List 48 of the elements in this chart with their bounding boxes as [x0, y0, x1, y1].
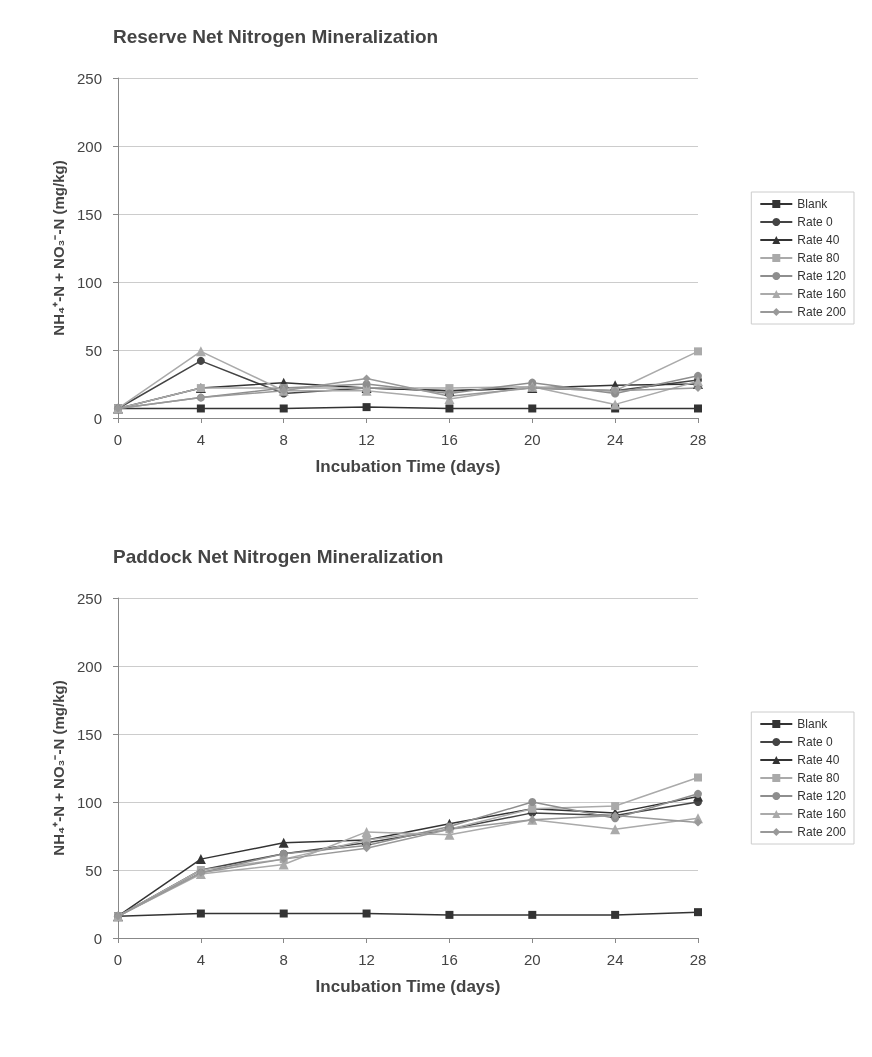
chart-title: Paddock Net Nitrogen Mineralization — [113, 546, 444, 567]
x-tick-label: 8 — [279, 431, 288, 448]
chart-title: Reserve Net Nitrogen Mineralization — [113, 26, 439, 47]
legend-label: Rate 40 — [797, 233, 840, 247]
legend-label: Rate 0 — [797, 735, 833, 749]
legend-label: Rate 0 — [797, 215, 833, 229]
legend-label: Rate 120 — [797, 269, 847, 283]
legend-label: Blank — [797, 717, 829, 731]
y-tick-label: 100 — [76, 273, 102, 291]
y-tick-label: 200 — [76, 657, 102, 675]
x-tick-label: 20 — [523, 951, 541, 968]
legend-label: Rate 80 — [797, 251, 840, 265]
y-tick-label: 150 — [76, 205, 102, 223]
legend-label: Rate 80 — [797, 771, 840, 785]
legend-label: Rate 120 — [797, 789, 847, 803]
y-tick-label: 50 — [85, 341, 102, 359]
y-tick-label: 250 — [76, 69, 102, 87]
y-tick-label: 50 — [85, 861, 102, 879]
y-tick-label: 100 — [76, 793, 102, 811]
legend-label: Rate 200 — [797, 305, 847, 319]
y-tick-label: 150 — [76, 725, 102, 743]
x-tick-label: 20 — [523, 431, 541, 448]
x-tick-label: 4 — [196, 951, 206, 968]
y-tick-label: 0 — [93, 929, 102, 947]
x-tick-label: 28 — [689, 951, 707, 968]
x-tick-label: 28 — [689, 431, 707, 448]
x-axis-title: Incubation Time (days) — [315, 977, 501, 996]
x-axis-title: Incubation Time (days) — [315, 457, 501, 476]
x-tick-label: 0 — [113, 431, 123, 448]
x-tick-label: 24 — [606, 431, 624, 448]
y-axis-title: NH₄⁺-N + NO₃⁻-N (mg/kg) — [50, 680, 68, 856]
x-tick-label: 12 — [358, 951, 375, 968]
x-tick-label: 24 — [606, 951, 624, 968]
x-tick-label: 16 — [441, 431, 458, 448]
legend-label: Rate 200 — [797, 825, 847, 839]
y-axis-title: NH₄⁺-N + NO₃⁻-N (mg/kg) — [50, 160, 68, 336]
x-tick-label: 8 — [279, 951, 288, 968]
legend-label: Rate 160 — [797, 807, 847, 821]
x-tick-label: 0 — [113, 951, 123, 968]
legend-label: Blank — [797, 197, 829, 211]
legend-label: Rate 160 — [797, 287, 847, 301]
x-tick-label: 12 — [358, 431, 375, 448]
legend-label: Rate 40 — [797, 753, 840, 767]
x-tick-label: 16 — [441, 951, 458, 968]
y-tick-label: 200 — [76, 137, 102, 155]
y-tick-label: 250 — [76, 589, 102, 607]
y-tick-label: 0 — [93, 409, 102, 427]
x-tick-label: 4 — [196, 431, 206, 448]
